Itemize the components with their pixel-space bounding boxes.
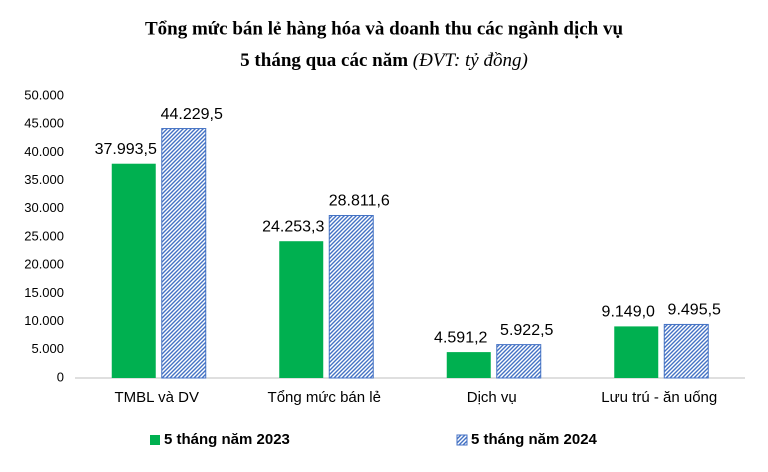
legend-label: 5 tháng năm 2024 xyxy=(471,431,598,448)
y-tick-label: 15.000 xyxy=(24,285,64,300)
value-label: 9.149,0 xyxy=(602,304,655,321)
x-tick-label: Dịch vụ xyxy=(467,389,517,406)
legend-label: 5 tháng năm 2023 xyxy=(164,431,290,448)
y-tick-label: 20.000 xyxy=(24,257,64,272)
x-tick-label: Lưu trú - ăn uống xyxy=(601,389,717,406)
y-tick-label: 25.000 xyxy=(24,228,64,243)
legend-marker xyxy=(456,434,468,446)
subtitle: 5 tháng qua các năm xyxy=(240,50,408,71)
y-tick-label: 45.000 xyxy=(24,116,64,131)
y-tick-label: 0 xyxy=(57,369,64,384)
chart-subtitle: 5 tháng qua các năm (ĐVT: tỷ đồng) xyxy=(240,50,528,71)
value-label: 9.495,5 xyxy=(668,302,721,319)
value-label: 37.993,5 xyxy=(95,141,157,158)
x-tick-label: Tổng mức bán lẻ xyxy=(268,389,381,406)
y-tick-label: 5.000 xyxy=(31,341,64,356)
chart-title: Tổng mức bán lẻ hàng hóa và doanh thu cá… xyxy=(145,18,624,39)
y-tick-label: 50.000 xyxy=(24,87,64,102)
y-tick-label: 30.000 xyxy=(24,200,64,215)
y-tick-label: 10.000 xyxy=(24,313,64,328)
bar xyxy=(663,323,709,379)
value-label: 5.922,5 xyxy=(500,322,553,339)
legend-marker xyxy=(150,435,160,445)
bar xyxy=(161,128,207,379)
bar xyxy=(496,344,542,379)
x-tick-label: TMBL và DV xyxy=(115,389,199,406)
value-label: 24.253,3 xyxy=(262,218,324,235)
bar xyxy=(614,326,659,378)
y-tick-label: 35.000 xyxy=(24,172,64,187)
bar xyxy=(328,215,374,379)
value-label: 44.229,5 xyxy=(161,106,223,123)
value-label: 4.591,2 xyxy=(434,329,487,346)
value-label: 28.811,6 xyxy=(329,193,390,210)
bar xyxy=(279,241,324,378)
bar xyxy=(446,352,491,378)
unit-note: (ĐVT: tỷ đồng) xyxy=(413,50,528,71)
bar xyxy=(111,163,156,378)
y-tick-label: 40.000 xyxy=(24,144,64,159)
